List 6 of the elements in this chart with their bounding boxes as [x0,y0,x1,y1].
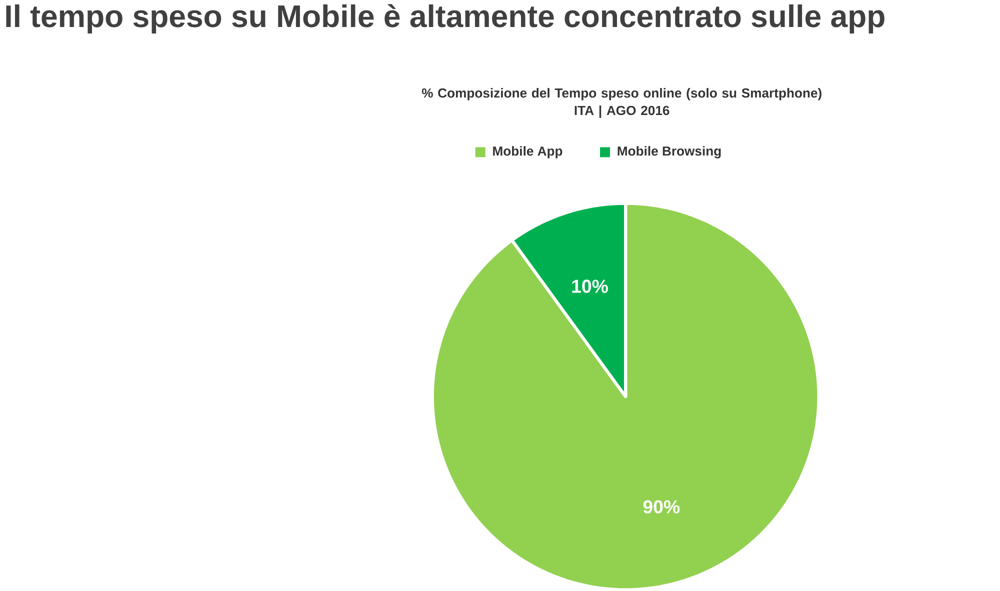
data-label: 90% [643,500,680,514]
legend-label: Mobile Browsing [618,146,721,158]
data-label: 10% [572,279,608,293]
legend-label: Mobile App [493,146,562,158]
chart-subtitle: % Composizione del Tempo speso online (solo su Smartphone) ITA | AGO 2016 [422,88,822,118]
chart-title: Il tempo speso su Mobile è altamente concentrato sulle app [6,4,884,34]
